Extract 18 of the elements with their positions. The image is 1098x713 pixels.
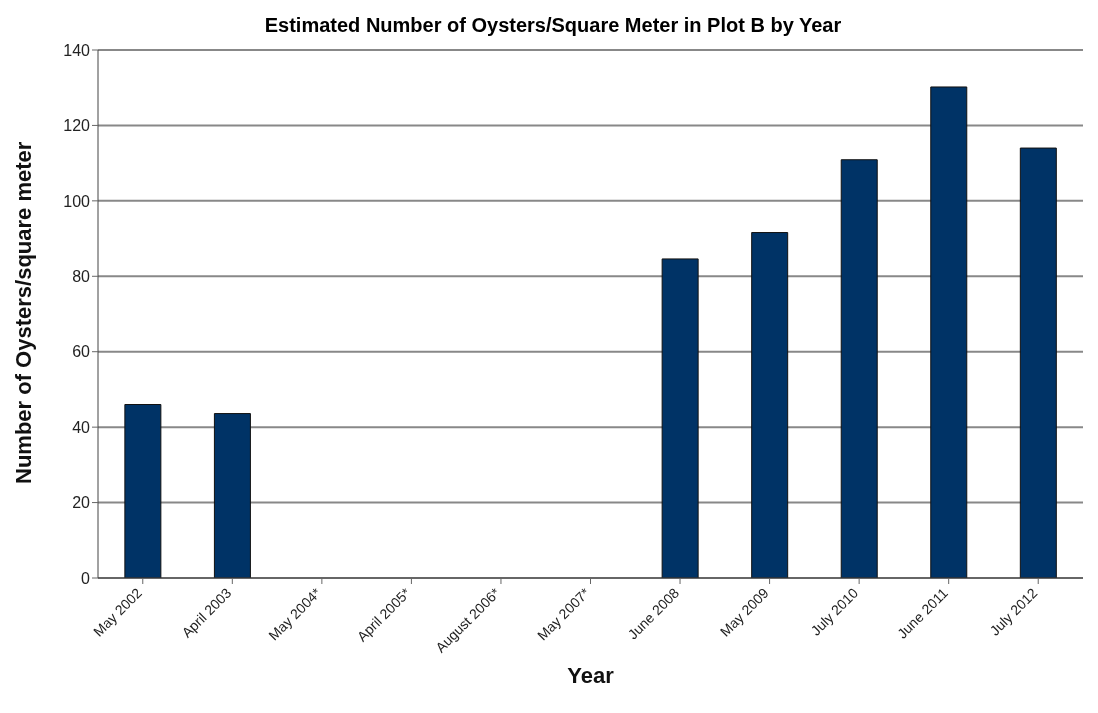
- y-tick-label: 100: [63, 192, 91, 210]
- bar: [840, 159, 878, 578]
- y-tick-label: 120: [63, 117, 91, 135]
- y-tick-label: 0: [81, 569, 91, 587]
- bar: [661, 258, 699, 578]
- bar: [213, 413, 251, 578]
- chart-title: Estimated Number of Oysters/Square Meter in Plot B by Year: [263, 14, 843, 37]
- bar: [930, 86, 968, 578]
- bar: [751, 232, 789, 578]
- y-axis-title: Number of Oysters/square meter: [10, 141, 36, 484]
- y-tick-label: 80: [72, 267, 91, 285]
- y-tick-label: 140: [63, 41, 91, 59]
- bar: [124, 404, 162, 578]
- x-axis-title: Year: [567, 663, 615, 688]
- bar: [1019, 147, 1057, 578]
- y-tick-label: 60: [72, 343, 91, 361]
- y-tick-label: 40: [72, 418, 91, 436]
- y-tick-label: 20: [72, 494, 91, 512]
